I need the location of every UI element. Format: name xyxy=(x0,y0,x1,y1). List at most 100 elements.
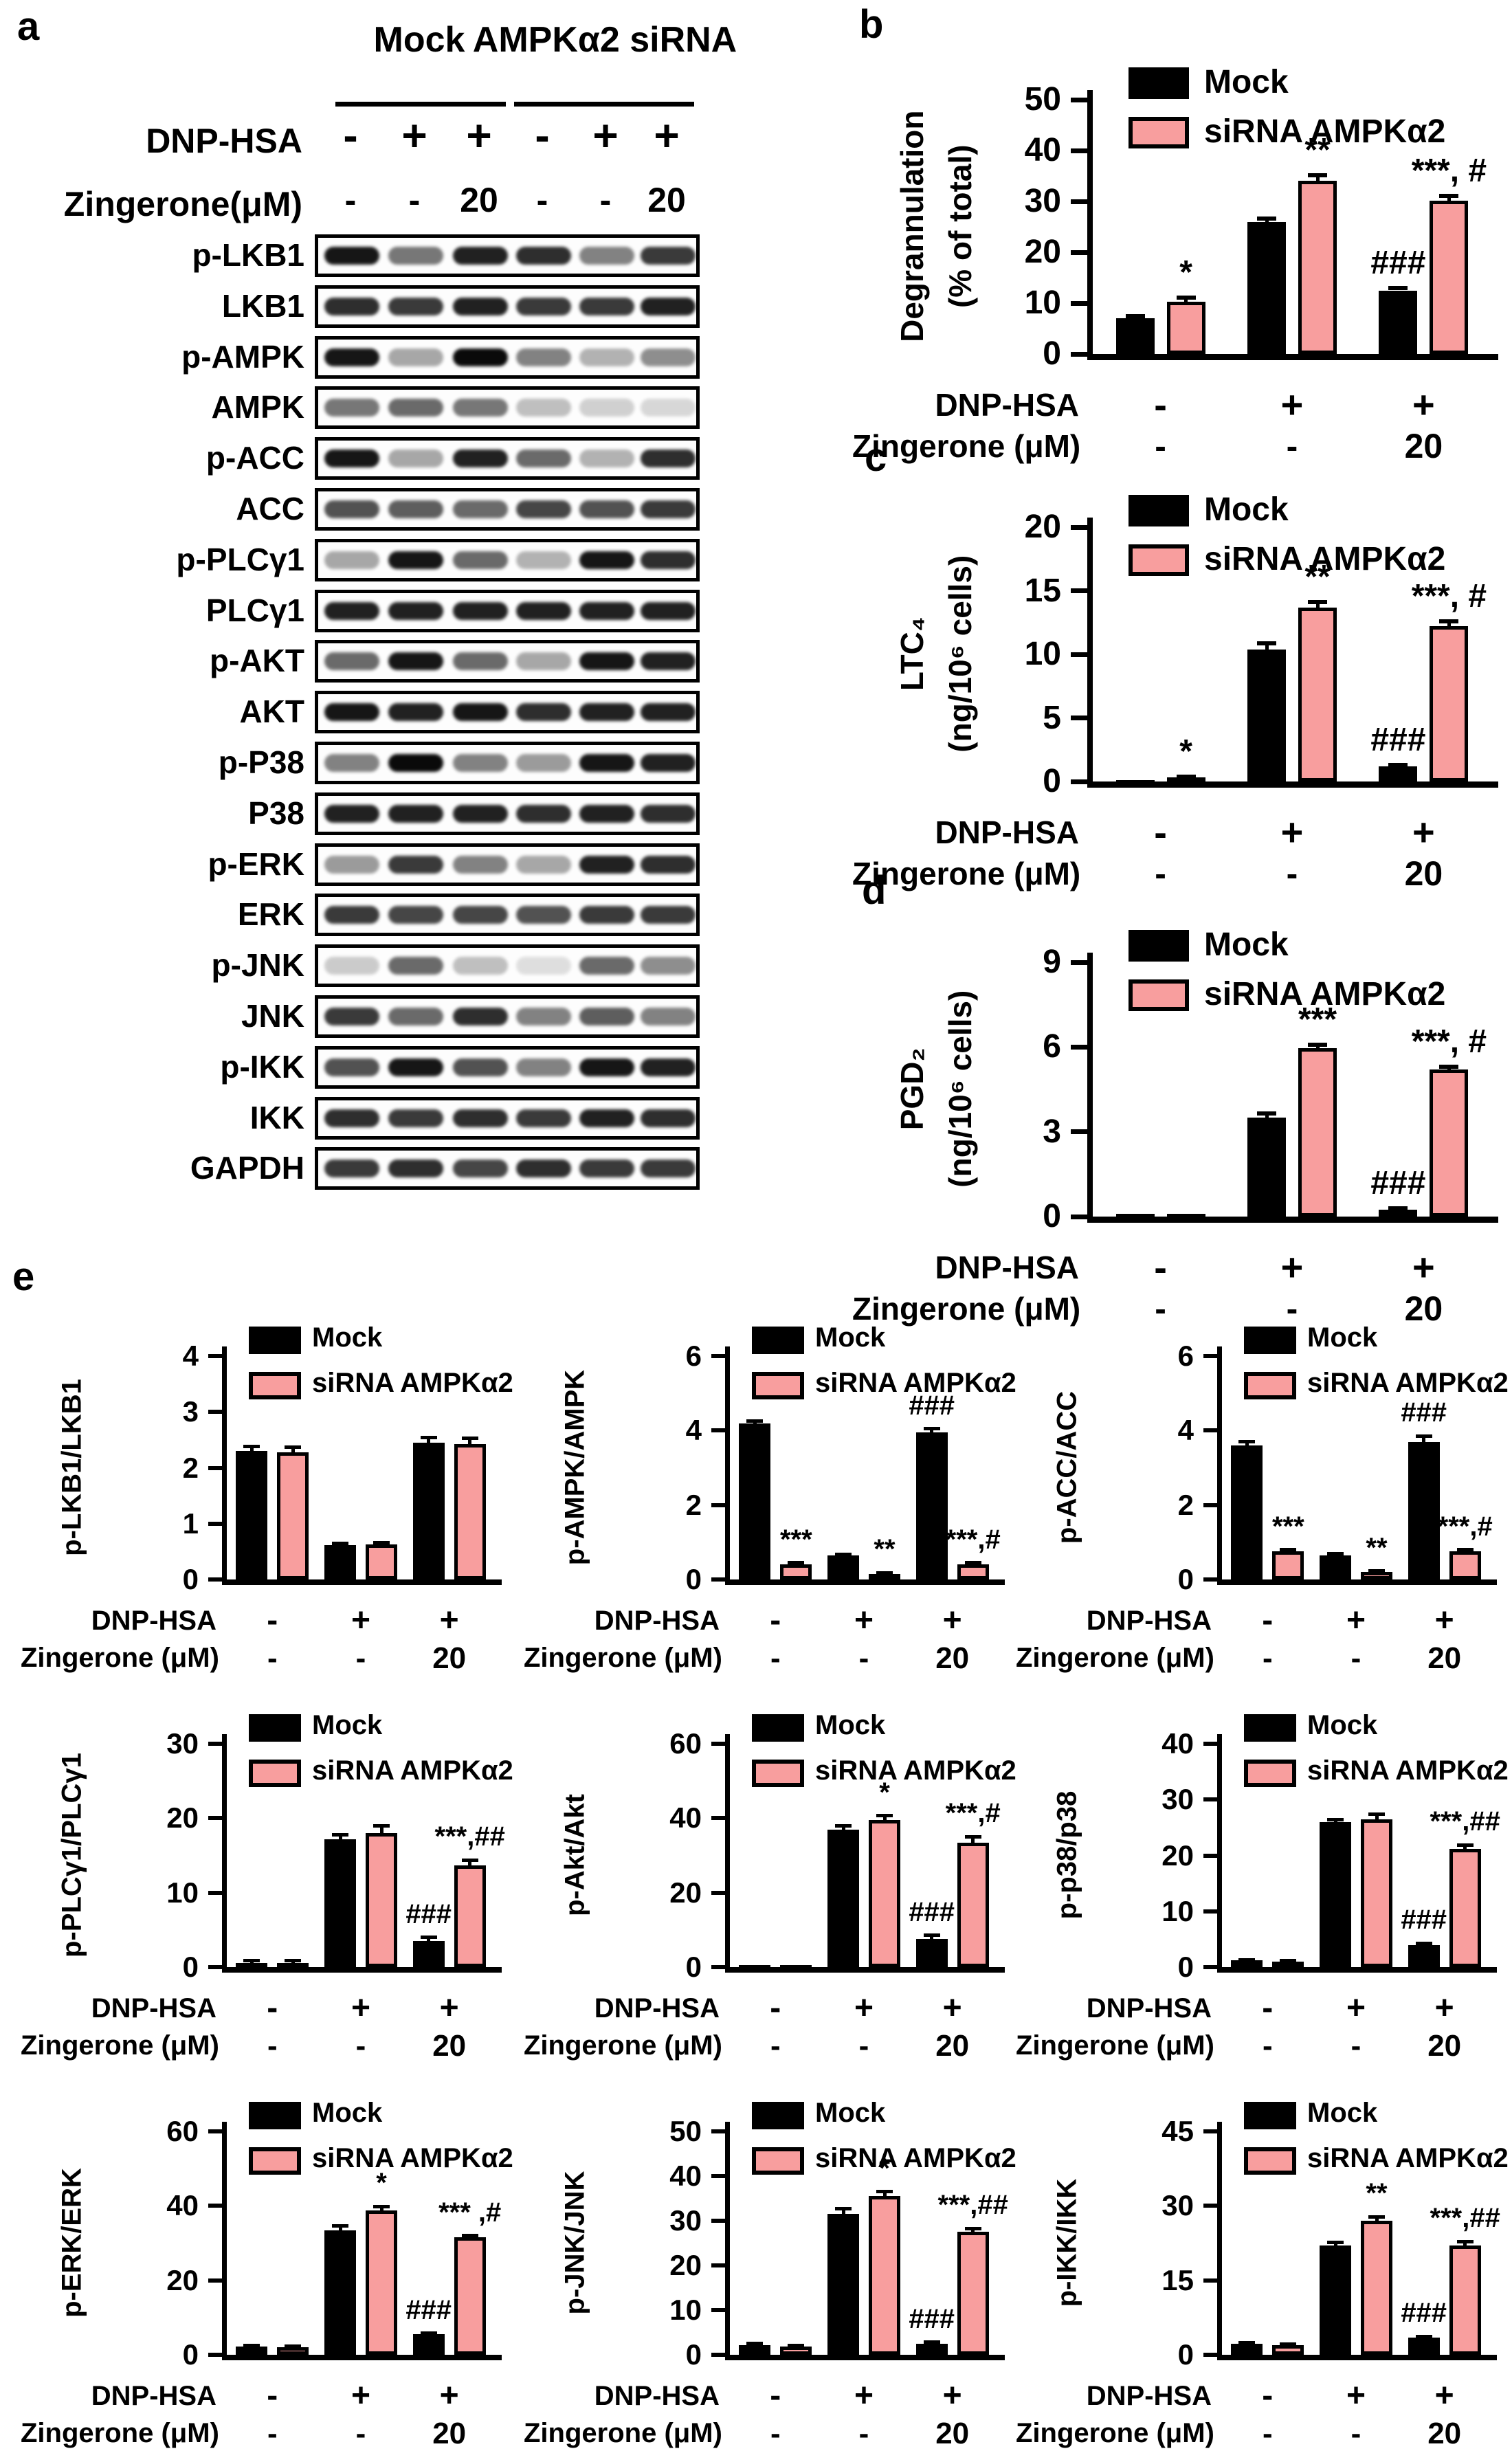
bar-sirna xyxy=(1272,1551,1304,1579)
error-bar-stem xyxy=(1333,2242,1337,2246)
bar-sirna xyxy=(869,2196,900,2355)
legend-sirna-label: siRNA AMPKα2 xyxy=(1307,2143,1509,2173)
y-axis-tick xyxy=(1071,1214,1087,1219)
bar-sirna xyxy=(957,1842,989,1967)
significance-label: ### xyxy=(909,1896,955,1927)
error-bar-cap xyxy=(1415,1434,1432,1438)
blot-band xyxy=(516,906,571,924)
condition-dnp-label: DNP-HSA xyxy=(91,1993,216,2023)
error-bar-cap xyxy=(1456,1843,1474,1847)
significance-label: ** xyxy=(1366,1532,1388,1563)
error-bar-cap xyxy=(1388,1206,1408,1210)
condition-dnp-value: + xyxy=(351,1602,371,1639)
y-axis-tick xyxy=(1203,1965,1217,1969)
bar-sirna xyxy=(1449,2245,1481,2355)
significance-label: * xyxy=(376,2168,387,2199)
y-axis-line xyxy=(1217,1346,1222,1579)
bar-mock xyxy=(1231,1960,1263,1967)
blot-band xyxy=(516,399,571,417)
bar-mock xyxy=(915,2343,948,2355)
error-bar-cap xyxy=(1280,1959,1297,1963)
y-axis-tick xyxy=(208,1816,222,1821)
blot-row-label: GAPDH xyxy=(190,1150,304,1186)
panel-letter-d: d xyxy=(862,868,887,913)
condition-zingerone-value: 20 xyxy=(935,2417,970,2450)
error-bar-cap xyxy=(1415,1941,1432,1945)
condition-dnp-value: - xyxy=(1154,1245,1167,1289)
blot-band xyxy=(324,450,379,468)
error-bar-stem xyxy=(1463,2241,1467,2246)
condition-dnp-value: + xyxy=(1346,1990,1366,2026)
y-axis-tick-label: 1 xyxy=(182,1507,199,1540)
blot-band xyxy=(453,957,508,975)
blot-band xyxy=(516,754,571,772)
condition-zingerone-value: 20 xyxy=(1404,854,1443,893)
chart-ltc4: LTC₄ (ng/10⁶ cells) 0 5 10 15 20 Mock siRNA AMPK… xyxy=(852,448,1512,893)
error-bar-cap xyxy=(1388,762,1408,767)
significance-label: * xyxy=(879,2153,890,2184)
error-bar-stem xyxy=(1375,1814,1379,1819)
error-bar-stem xyxy=(882,1815,887,1821)
condition-dnp-value: + xyxy=(1412,810,1435,854)
bar-mock xyxy=(915,1939,948,1967)
y-axis-tick-label: 2 xyxy=(1177,1488,1194,1521)
blot-row-label: p-AKT xyxy=(210,643,304,679)
blot-row-label: PLCγ1 xyxy=(205,592,304,628)
bar-mock xyxy=(1115,318,1155,354)
condition-dnp-value: + xyxy=(942,1990,962,2026)
y-axis-tick xyxy=(1071,588,1087,593)
y-axis-tick xyxy=(711,2174,725,2178)
y-axis-tick-label: 50 xyxy=(1024,81,1061,118)
legend-mock-label: Mock xyxy=(1204,491,1289,528)
error-bar-cap xyxy=(1388,285,1408,290)
condition-dnp-value: + xyxy=(854,2377,874,2414)
legend-mock-label: Mock xyxy=(815,2098,886,2128)
blot-band xyxy=(324,500,379,518)
blot-row-box xyxy=(315,1147,700,1190)
blot-band xyxy=(388,1109,443,1127)
y-axis-tick-label: 20 xyxy=(166,2263,199,2296)
legend-mock-swatch xyxy=(1244,1327,1296,1354)
significance-label: ** xyxy=(1304,559,1331,596)
error-bar-cap xyxy=(1368,1569,1385,1573)
y-axis-tick xyxy=(711,1742,725,1746)
blot-band xyxy=(324,703,379,722)
significance-label: ### xyxy=(1401,2298,1447,2329)
y-axis-tick xyxy=(711,1890,725,1895)
condition-zingerone-label: Zingerone (μM) xyxy=(21,2030,219,2061)
bar-mock xyxy=(1320,1821,1351,1967)
legend-sirna-swatch xyxy=(1129,117,1189,148)
significance-label: ***,## xyxy=(1430,1806,1500,1837)
y-axis-tick-label: 6 xyxy=(685,1340,702,1372)
significance-label: ** xyxy=(874,1534,896,1565)
condition-zingerone-label: Zingerone (μM) xyxy=(524,2030,722,2061)
error-bar-cap xyxy=(373,2204,390,2208)
blot-band xyxy=(324,957,379,975)
y-axis-tick xyxy=(1203,1354,1217,1358)
bar-sirna xyxy=(780,1564,812,1579)
significance-label: ***,## xyxy=(1430,2203,1500,2234)
y-axis-tick xyxy=(1071,1044,1087,1050)
blot-row-label: p-JNK xyxy=(211,947,304,984)
blot-band xyxy=(388,500,443,518)
y-axis-line xyxy=(1217,1734,1222,1967)
blot-row-box xyxy=(315,944,700,988)
significance-label: *** ,# xyxy=(438,2197,502,2228)
blot-band xyxy=(579,804,634,823)
blot-band xyxy=(453,855,508,874)
condition-dnp-value: + xyxy=(854,1990,874,2026)
error-bar-stem xyxy=(971,1837,975,1843)
legend-sirna-label: siRNA AMPKα2 xyxy=(815,2143,1016,2173)
condition-dnp-value: + xyxy=(439,1602,459,1639)
blot-row-label: p-IKK xyxy=(220,1048,304,1085)
y-axis-tick xyxy=(711,2308,725,2312)
legend-sirna-swatch xyxy=(752,1760,804,1787)
blot-band xyxy=(453,297,508,315)
legend-sirna-swatch xyxy=(1129,979,1189,1011)
y-axis-tick xyxy=(1203,2278,1217,2283)
bar-sirna xyxy=(277,1452,309,1579)
condition-dnp-value: - xyxy=(1262,1990,1274,2026)
error-bar-cap xyxy=(1368,1812,1385,1816)
blot-row-label: AMPK xyxy=(211,389,304,425)
condition-dnp-value: + xyxy=(1280,383,1304,426)
